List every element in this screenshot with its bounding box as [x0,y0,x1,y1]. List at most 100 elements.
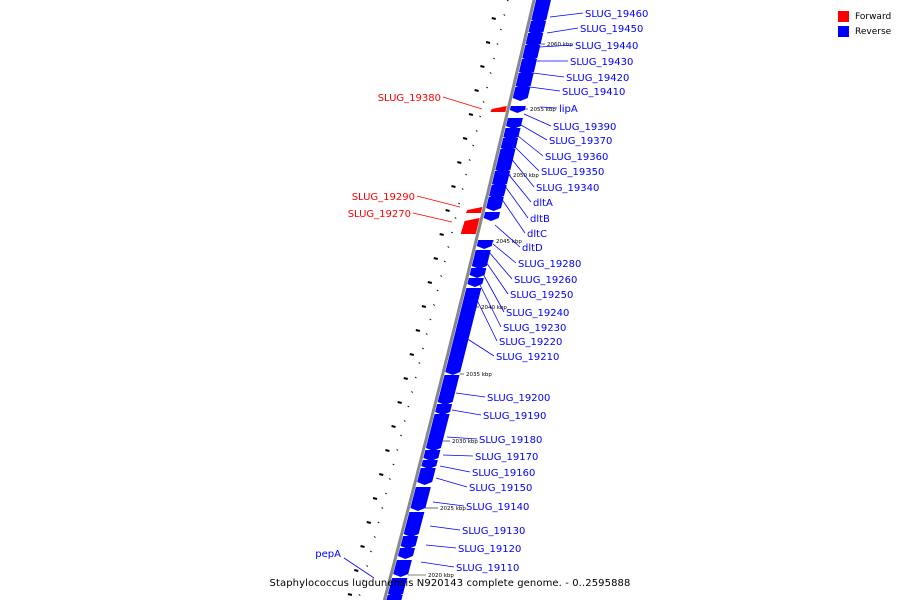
reverse-label-leader [546,27,579,34]
minor-tick [458,202,461,205]
reverse-label-leader [513,145,540,172]
major-tick [445,209,450,212]
major-tick [366,521,372,524]
pepA-gene-label: pepA [315,549,341,560]
reverse-gene-label: SLUG_19390 [553,122,616,133]
forward-gene-block [460,218,480,234]
minor-tick [479,115,482,118]
minor-tick [450,231,453,234]
reverse-gene-label: SLUG_19210 [496,352,559,363]
reverse-gene-label: SLUG_19360 [545,152,608,163]
kbp-tick-label: 2040 kbp [481,305,507,311]
reverse-gene-label: SLUG_19110 [456,563,519,574]
reverse-label-leader [494,224,521,248]
reverse-gene-block [387,578,408,597]
minor-tick [366,565,369,567]
minor-tick [377,521,380,524]
reverse-gene-block [400,536,419,549]
forward-label-leader [442,96,483,110]
reverse-gene-block [489,185,507,199]
reverse-label-leader [485,261,509,295]
reverse-label-leader [488,251,513,280]
forward-swatch [838,11,849,22]
reverse-gene-label: SLUG_19200 [487,393,550,404]
minor-tick [496,43,499,45]
minor-tick [369,550,373,553]
reverse-gene-block [506,118,523,129]
reverse-gene-label: SLUG_19240 [506,308,569,319]
reverse-gene-label: SLUG_19150 [469,483,532,494]
reverse-label-leader [465,337,495,357]
reverse-label-leader [504,169,532,203]
reverse-label-leader [509,156,535,188]
minor-tick [411,391,414,393]
minor-tick [381,507,384,509]
reverse-swatch [838,26,849,37]
reverse-gene-block [393,560,412,577]
reverse-gene-label: SLUG_19190 [483,411,546,422]
minor-tick [472,144,475,147]
reverse-gene-label: SLUG_19340 [536,183,599,194]
major-tick [409,353,415,356]
minor-tick [465,173,468,176]
reverse-label-leader [520,124,548,141]
major-tick [403,377,408,380]
major-tick [347,593,353,596]
minor-tick [407,405,410,408]
major-tick [468,113,474,116]
major-tick [433,257,439,260]
reverse-label-leader [474,295,498,342]
reverse-label-leader [432,501,465,507]
genome-caption: Staphylococcus lugdunensis N920143 compl… [269,578,631,589]
kbp-tick-label: 2050 kbp [513,173,539,179]
reverse-label-leader [455,392,486,398]
minor-tick [499,28,502,31]
minor-tick [362,579,365,582]
reverse-gene-block [533,0,551,13]
minor-tick [461,188,464,190]
minor-tick [429,318,432,321]
minor-tick [454,217,457,219]
reverse-gene-block [515,73,534,89]
kbp-tick-label: 2060 kbp [547,42,573,48]
major-tick [360,545,365,548]
major-tick [378,473,384,476]
reverse-gene-label: SLUG_19160 [472,468,535,479]
minor-tick [503,14,506,16]
major-tick [391,425,396,428]
minor-tick [489,72,492,74]
reverse-label-leader [425,544,457,549]
legend: Forward Reverse [838,9,891,39]
legend-item-reverse: Reverse [838,24,891,39]
minor-tick [385,492,388,495]
minor-tick [373,536,376,538]
reverse-label-leader [523,113,552,127]
reverse-gene-label: SLUG_19410 [562,87,625,98]
reverse-gene-block [476,240,494,249]
forward-gene-label: SLUG_19380 [378,93,441,104]
kbp-tick-label: 2045 kbp [496,239,522,245]
minor-tick [418,362,421,364]
reverse-label-leader [529,86,561,92]
forward-gene-label: SLUG_19290 [352,192,415,203]
major-tick [397,401,402,404]
major-tick [385,449,390,452]
reverse-label-leader [481,271,505,313]
reverse-gene-label: dltA [533,198,553,209]
minor-tick [403,420,406,422]
minor-tick [396,449,399,451]
reverse-gene-block [403,512,425,537]
kbp-tick-label: 2020 kbp [428,573,454,579]
reverse-gene-label: SLUG_19460 [585,9,648,20]
reverse-label-leader [539,106,558,109]
reverse-gene-block [423,450,441,461]
major-tick [480,65,485,68]
reverse-gene-block [421,460,438,469]
reverse-label-leader [439,465,471,473]
reverse-gene-label: SLUG_19440 [575,41,638,52]
reverse-label-leader [492,243,517,264]
minor-tick [440,275,443,277]
minor-tick [493,57,496,60]
reverse-gene-block [522,45,541,61]
